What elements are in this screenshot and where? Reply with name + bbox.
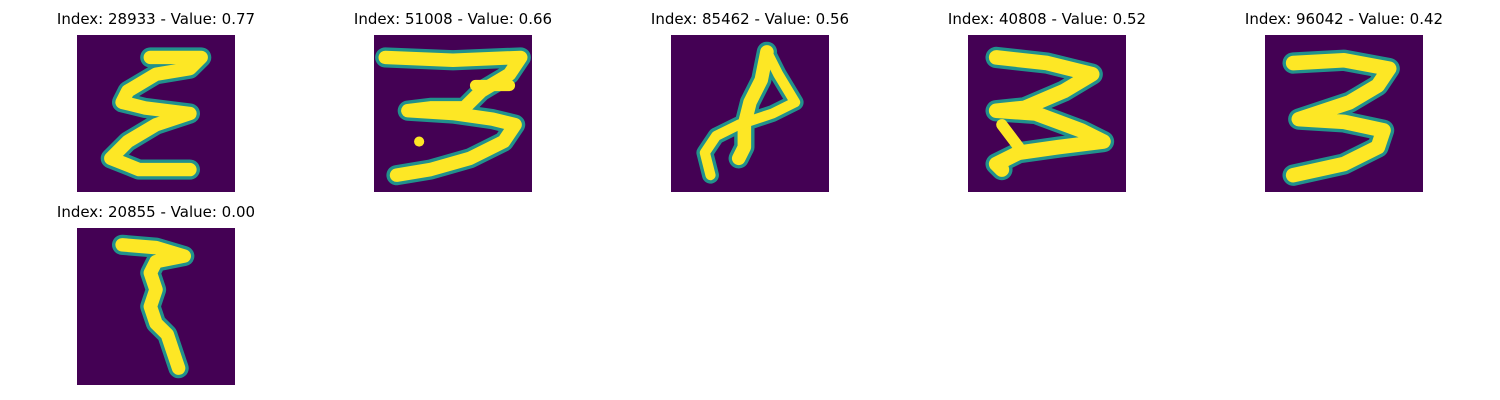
- digit-image: [968, 35, 1126, 192]
- image-panel: Index: 20855 - Value: 0.00: [46, 193, 266, 385]
- image-panel: Index: 40808 - Value: 0.52: [937, 0, 1157, 192]
- image-panel: Index: 85462 - Value: 0.56: [640, 0, 860, 192]
- panel-title: Index: 40808 - Value: 0.52: [947, 10, 1147, 28]
- panel-title: Index: 28933 - Value: 0.77: [56, 10, 256, 28]
- image-panel: Index: 96042 - Value: 0.42: [1234, 0, 1454, 192]
- digit-image: [77, 35, 235, 192]
- panel-title: Index: 20855 - Value: 0.00: [56, 203, 256, 221]
- panel-title: Index: 51008 - Value: 0.66: [353, 10, 553, 28]
- panel-title: Index: 96042 - Value: 0.42: [1244, 10, 1444, 28]
- digit-image: [374, 35, 532, 192]
- image-panel: Index: 28933 - Value: 0.77: [46, 0, 266, 192]
- digit-image: [77, 228, 235, 385]
- digit-image: [671, 35, 829, 192]
- panel-title: Index: 85462 - Value: 0.56: [650, 10, 850, 28]
- image-panel: Index: 51008 - Value: 0.66: [343, 0, 563, 192]
- digit-image: [1265, 35, 1423, 192]
